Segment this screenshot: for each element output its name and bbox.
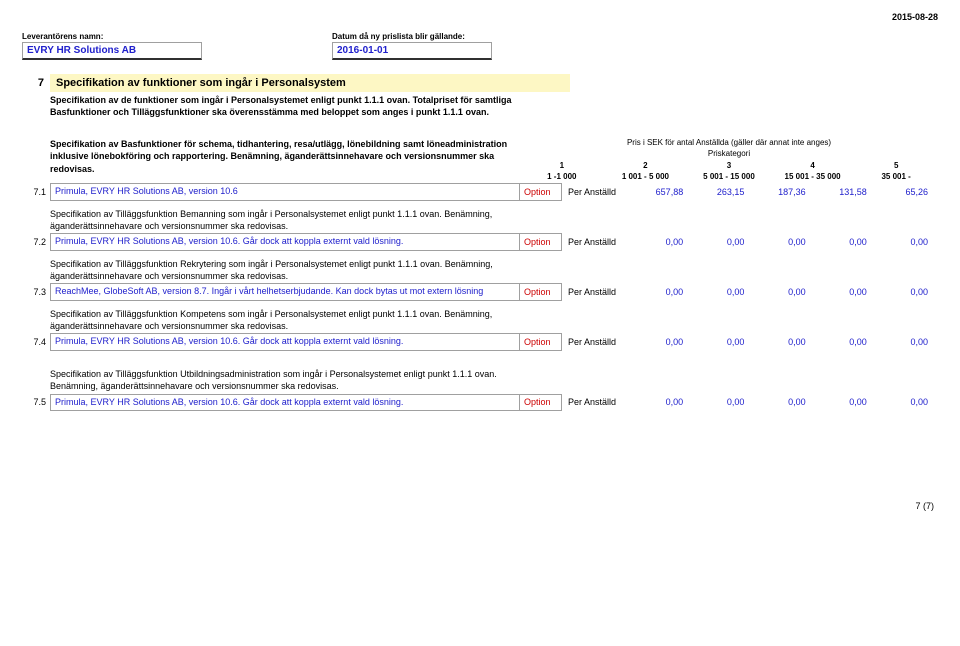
row-7-3-v4: 0,00 bbox=[816, 283, 877, 301]
row-7-3-v2: 0,00 bbox=[693, 283, 754, 301]
row-7-1: 7.1 Primula, EVRY HR Solutions AB, versi… bbox=[22, 183, 938, 201]
row-7-1-v4: 131,58 bbox=[816, 183, 877, 201]
row-7-4-v3: 0,00 bbox=[754, 333, 815, 351]
desc-7-2: Specifikation av Tilläggsfunktion Bemann… bbox=[50, 209, 520, 232]
page-date: 2015-08-28 bbox=[22, 12, 938, 22]
row-7-4: 7.4 Primula, EVRY HR Solutions AB, versi… bbox=[22, 333, 938, 351]
row-7-5-v5: 0,00 bbox=[877, 394, 938, 412]
basfunktioner-spec: Specifikation av Basfunktioner för schem… bbox=[50, 138, 520, 182]
supplier-label: Leverantörens namn: bbox=[22, 32, 332, 41]
price-header-2: Priskategori bbox=[520, 149, 938, 158]
row-7-5-v2: 0,00 bbox=[693, 394, 754, 412]
row-7-1-v3: 187,36 bbox=[754, 183, 815, 201]
row-7-4-v2: 0,00 bbox=[693, 333, 754, 351]
row-7-5-v3: 0,00 bbox=[754, 394, 815, 412]
effective-date: 2016-01-01 bbox=[332, 42, 492, 60]
price-header-block: Pris i SEK för antal Anställda (gäller d… bbox=[520, 138, 938, 182]
section-title-row: 7 Specifikation av funktioner som ingår … bbox=[22, 74, 938, 92]
row-unit-7-5: Per Anställd bbox=[562, 394, 632, 412]
row-7-2-v3: 0,00 bbox=[754, 233, 815, 251]
supplier-block: Leverantörens namn: EVRY HR Solutions AB bbox=[22, 32, 332, 60]
effective-label: Datum då ny prislista blir gällande: bbox=[332, 32, 512, 41]
row-7-5-v1: 0,00 bbox=[632, 394, 693, 412]
row-option-7-3: Option bbox=[520, 283, 562, 301]
row-unit-7-2: Per Anställd bbox=[562, 233, 632, 251]
price-col-3: 3 bbox=[687, 160, 771, 171]
row-label-7-2: Primula, EVRY HR Solutions AB, version 1… bbox=[50, 233, 520, 251]
price-col-4: 4 bbox=[771, 160, 855, 171]
row-unit-7-1: Per Anställd bbox=[562, 183, 632, 201]
row-7-4-v1: 0,00 bbox=[632, 333, 693, 351]
price-header-1: Pris i SEK för antal Anställda (gäller d… bbox=[520, 138, 938, 147]
row-label-7-5: Primula, EVRY HR Solutions AB, version 1… bbox=[50, 394, 520, 412]
row-7-5: 7.5 Primula, EVRY HR Solutions AB, versi… bbox=[22, 394, 938, 412]
price-col-numbers: 1 2 3 4 5 bbox=[520, 160, 938, 171]
supplier-name: EVRY HR Solutions AB bbox=[22, 42, 202, 60]
price-range-1: 1 -1 000 bbox=[520, 171, 604, 182]
section-number: 7 bbox=[22, 74, 50, 92]
row-num-7-5: 7.5 bbox=[22, 394, 50, 412]
row-label-7-3: ReachMee, GlobeSoft AB, version 8.7. Ing… bbox=[50, 283, 520, 301]
section-title: Specifikation av funktioner som ingår i … bbox=[50, 74, 570, 92]
row-7-1-v5: 65,26 bbox=[877, 183, 938, 201]
row-7-2-v1: 0,00 bbox=[632, 233, 693, 251]
row-7-4-v4: 0,00 bbox=[816, 333, 877, 351]
price-range-5: 35 001 - bbox=[854, 171, 938, 182]
row-7-3: 7.3 ReachMee, GlobeSoft AB, version 8.7.… bbox=[22, 283, 938, 301]
price-range-3: 5 001 - 15 000 bbox=[687, 171, 771, 182]
row-7-4-v5: 0,00 bbox=[877, 333, 938, 351]
row-label-7-4: Primula, EVRY HR Solutions AB, version 1… bbox=[50, 333, 520, 351]
row-option-7-1: Option bbox=[520, 183, 562, 201]
row-unit-7-3: Per Anställd bbox=[562, 283, 632, 301]
price-col-5: 5 bbox=[854, 160, 938, 171]
price-range-4: 15 001 - 35 000 bbox=[771, 171, 855, 182]
page-footer: 7 (7) bbox=[22, 501, 938, 511]
desc-7-3: Specifikation av Tilläggsfunktion Rekryt… bbox=[50, 259, 520, 282]
row-num-7-1: 7.1 bbox=[22, 183, 50, 201]
price-range-2: 1 001 - 5 000 bbox=[604, 171, 688, 182]
price-range-row: 1 -1 000 1 001 - 5 000 5 001 - 15 000 15… bbox=[520, 171, 938, 182]
row-7-5-v4: 0,00 bbox=[816, 394, 877, 412]
row-7-3-v5: 0,00 bbox=[877, 283, 938, 301]
row-num-7-3: 7.3 bbox=[22, 283, 50, 301]
row-option-7-4: Option bbox=[520, 333, 562, 351]
row-num-7-4: 7.4 bbox=[22, 333, 50, 351]
row-7-1-v2: 263,15 bbox=[693, 183, 754, 201]
price-col-2: 2 bbox=[604, 160, 688, 171]
row-7-3-v3: 0,00 bbox=[754, 283, 815, 301]
header-row: Leverantörens namn: EVRY HR Solutions AB… bbox=[22, 32, 938, 60]
row-7-3-v1: 0,00 bbox=[632, 283, 693, 301]
row-7-2-v4: 0,00 bbox=[816, 233, 877, 251]
section-description: Specifikation av de funktioner som ingår… bbox=[50, 94, 570, 118]
row-7-2-v2: 0,00 bbox=[693, 233, 754, 251]
row-7-2-v5: 0,00 bbox=[877, 233, 938, 251]
row-7-1-v1: 657,88 bbox=[632, 183, 693, 201]
row-option-7-5: Option bbox=[520, 394, 562, 412]
row-label-7-1: Primula, EVRY HR Solutions AB, version 1… bbox=[50, 183, 520, 201]
price-col-1: 1 bbox=[520, 160, 604, 171]
desc-7-5: Specifikation av Tilläggsfunktion Utbild… bbox=[50, 369, 520, 392]
row-option-7-2: Option bbox=[520, 233, 562, 251]
effective-block: Datum då ny prislista blir gällande: 201… bbox=[332, 32, 512, 60]
desc-7-4: Specifikation av Tilläggsfunktion Kompet… bbox=[50, 309, 520, 332]
row-unit-7-4: Per Anställd bbox=[562, 333, 632, 351]
row-num-7-2: 7.2 bbox=[22, 233, 50, 251]
row-7-2: 7.2 Primula, EVRY HR Solutions AB, versi… bbox=[22, 233, 938, 251]
